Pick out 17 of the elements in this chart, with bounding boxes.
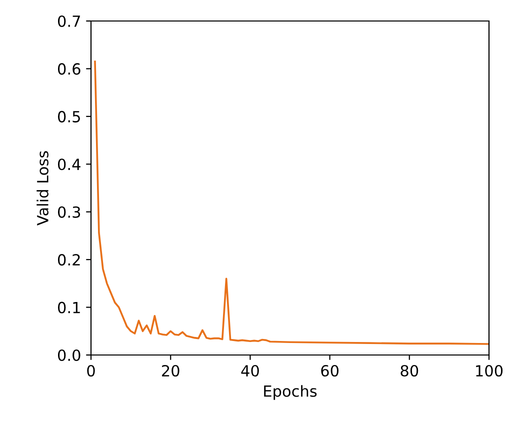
y-tick-label: 0.2 xyxy=(58,254,80,266)
x-tick-label: 100 xyxy=(476,364,503,377)
y-tick-label: 0.1 xyxy=(58,302,80,314)
x-tick-label: 40 xyxy=(241,364,259,377)
y-tick-label: 0.3 xyxy=(58,206,80,218)
y-tick-label: 0.5 xyxy=(58,110,80,122)
x-tick-label: 60 xyxy=(321,364,339,377)
y-tick-label: 0.7 xyxy=(58,15,80,28)
x-tick-label: 20 xyxy=(162,364,180,377)
x-axis-title: Epochs xyxy=(264,385,317,400)
y-tick-label: 0.4 xyxy=(58,158,80,170)
x-tick-label: 0 xyxy=(87,364,95,377)
y-axis-title: Valid Loss xyxy=(36,151,48,226)
line-series xyxy=(94,60,489,345)
y-tick-label: 0.0 xyxy=(58,349,80,362)
x-tick-label: 80 xyxy=(400,364,418,377)
y-tick-label: 0.6 xyxy=(58,63,80,75)
